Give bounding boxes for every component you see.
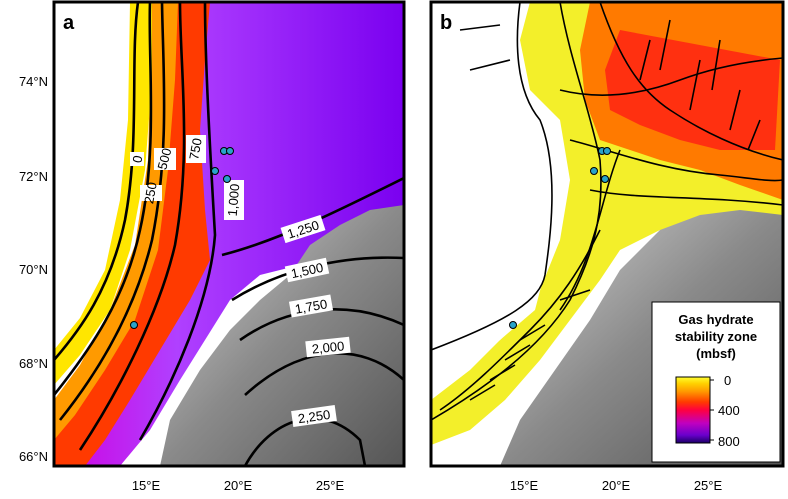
legend-title-line-1: Gas hydrate: [678, 312, 753, 327]
contour-label-2000: 2,000: [305, 336, 351, 358]
site-marker: [130, 321, 138, 329]
legend-tick-0: 0: [724, 373, 731, 388]
y-tick-72: 72°N: [19, 169, 48, 184]
y-tick-68: 68°N: [19, 356, 48, 371]
contour-500: [58, 2, 166, 421]
legend-box: Gas hydrate stability zone (mbsf) 0 400 …: [651, 301, 781, 463]
land-terrain: [160, 205, 404, 466]
boundary-line: [439, 229, 601, 411]
svg-text:750: 750: [186, 137, 205, 161]
hydrate-mid-zone-b-inner: [605, 30, 780, 150]
svg-text:2,000: 2,000: [311, 338, 345, 356]
x-tick-20-b: 20°E: [602, 478, 631, 493]
legend-tick-800: 800: [718, 434, 740, 449]
svg-text:250: 250: [141, 181, 160, 205]
fault-segments: [639, 19, 761, 151]
site-markers-a: [130, 147, 234, 329]
panel-a: 0 250 500 750 1,000 1,250: [19, 0, 406, 493]
site-marker: [603, 147, 611, 155]
legend-tick-400: 400: [718, 403, 740, 418]
svg-text:1,750: 1,750: [294, 296, 329, 316]
fault-lines: [431, 2, 783, 421]
x-tick-25: 25°E: [316, 478, 345, 493]
contour-label-250: 250: [140, 181, 162, 205]
boundary-line: [559, 149, 621, 311]
y-tick-74: 74°N: [19, 74, 48, 89]
site-marker: [226, 147, 234, 155]
site-marker: [590, 167, 598, 175]
contour-750: [78, 2, 186, 451]
contour-label-2250: 2,250: [291, 405, 337, 427]
contour-250: [54, 2, 153, 396]
svg-text:2,250: 2,250: [297, 407, 331, 426]
panel-b-label: b: [440, 12, 452, 34]
legend-title-line-3: (mbsf): [696, 346, 736, 361]
fault-segments: [459, 24, 511, 71]
legend-background: [651, 301, 781, 463]
contour-label-1500: 1,500: [284, 257, 330, 283]
boundary-line: [599, 2, 783, 161]
hydrate-shallow-zone: [54, 2, 178, 440]
contour-label-1000: 1,000: [224, 180, 244, 220]
svg-text:0: 0: [129, 154, 145, 164]
x-tick-15: 15°E: [132, 478, 161, 493]
panel-b: Gas hydrate stability zone (mbsf) 0 400 …: [429, 0, 785, 493]
site-marker: [223, 175, 231, 183]
x-tick-15-b: 15°E: [510, 478, 539, 493]
site-marker: [211, 167, 219, 175]
legend-colorbar: [675, 376, 711, 444]
contour-label-1750: 1,750: [288, 294, 334, 318]
boundary-line: [589, 189, 783, 206]
boundary-line: [431, 2, 553, 351]
contour-label-750: 750: [186, 135, 206, 163]
contour-0: [54, 2, 140, 361]
contour-label-0: 0: [129, 152, 146, 166]
svg-text:1,500: 1,500: [290, 260, 325, 281]
boundary-line: [559, 57, 783, 96]
contour-label-500: 500: [154, 146, 176, 171]
x-tick-25-b: 25°E: [694, 478, 723, 493]
site-marker: [509, 321, 517, 329]
contour-1000: [138, 2, 217, 441]
panel-a-label: a: [63, 12, 75, 34]
panel-b-frame: [429, 0, 785, 468]
svg-text:500: 500: [154, 146, 174, 171]
y-tick-66: 66°N: [19, 449, 48, 464]
site-marker: [601, 175, 609, 183]
shelf-area-b: [431, 2, 548, 380]
fault-segments: [469, 289, 591, 401]
x-tick-20: 20°E: [224, 478, 253, 493]
y-tick-70: 70°N: [19, 262, 48, 277]
panel-a-frame: [52, 0, 406, 468]
svg-text:1,000: 1,000: [225, 183, 243, 217]
site-markers-b: [509, 147, 611, 329]
legend-title-line-2: stability zone: [675, 329, 757, 344]
